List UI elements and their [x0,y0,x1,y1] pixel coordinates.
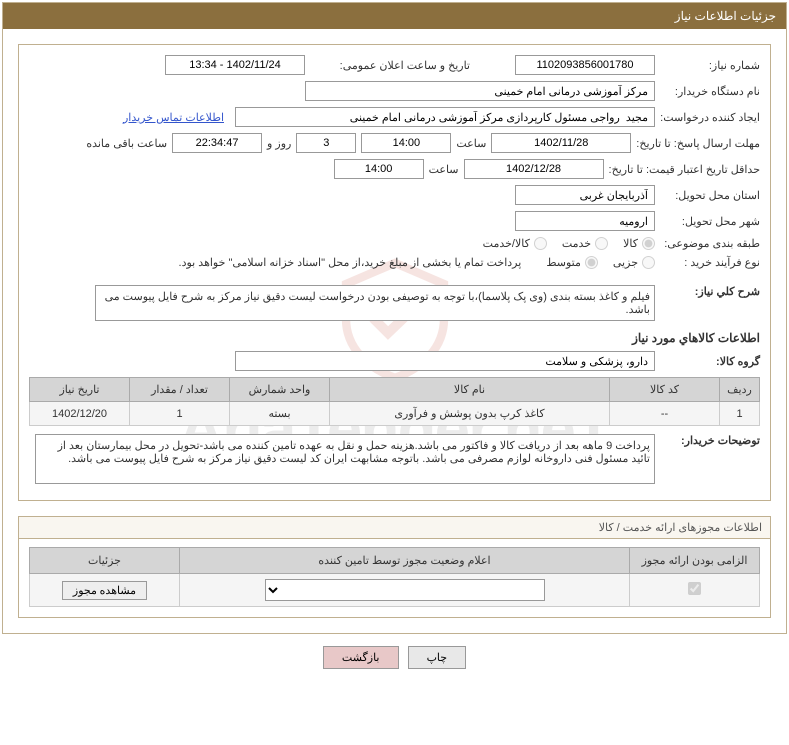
goods-cell: 1 [720,402,760,426]
goods-col-header: ردیف [720,378,760,402]
row-city: شهر محل تحویل: [29,211,760,231]
label-city: شهر محل تحویل: [660,215,760,228]
row-proc-type: نوع فرآیند خرید : جزیی متوسط پرداخت تمام … [29,256,760,269]
permit-col-header: الزامی بودن ارائه مجوز [630,548,760,574]
content-area: AriaTender.neT شماره نیاز: تاریخ و ساعت … [3,29,786,633]
textarea-desc[interactable]: فیلم و کاغذ بسته بندی (وی پک پلاسما)،با … [95,285,655,321]
permit-panel: اطلاعات مجوزهای ارائه خدمت / کالا الزامی… [18,516,771,618]
row-validity: حداقل تاریخ اعتبار قیمت: تا تاریخ: ساعت [29,159,760,179]
radio-option[interactable]: کالا [623,237,655,250]
main-frame: جزئیات اطلاعات نیاز AriaTender.neT شماره… [2,2,787,634]
radio-input[interactable] [642,256,655,269]
goods-col-header: تعداد / مقدار [130,378,230,402]
input-validity-date[interactable] [464,159,604,179]
header-title: جزئیات اطلاعات نیاز [675,9,776,23]
label-time2: ساعت [429,163,459,176]
label-buyer-dev: نام دستگاه خریدار: [660,85,760,98]
proc-radio-group: جزیی متوسط [546,256,655,269]
goods-col-header: نام کالا [330,378,610,402]
view-permit-button[interactable]: مشاهده مجوز [62,581,147,600]
label-requester: ایجاد کننده درخواست: [660,111,760,124]
goods-cell: 1402/12/20 [30,402,130,426]
print-button[interactable]: چاپ [408,646,467,669]
goods-cell: کاغذ کرپ بدون پوشش و فرآوری [330,402,610,426]
permit-status-select[interactable] [265,579,545,601]
permit-col-header: اعلام وضعیت مجوز توسط تامین کننده [180,548,630,574]
input-requester[interactable] [235,107,655,127]
label-category: طبقه بندی موضوعی: [660,237,760,250]
radio-label: متوسط [546,256,581,269]
radio-input[interactable] [585,256,598,269]
permit-row: مشاهده مجوز [30,574,760,607]
radio-label: کالا [623,237,638,250]
header-bar: جزئیات اطلاعات نیاز [3,3,786,29]
input-deadline-date[interactable] [491,133,631,153]
row-deadline: مهلت ارسال پاسخ: تا تاریخ: ساعت روز و سا… [29,133,760,153]
row-group: گروه کالا: [29,351,760,371]
radio-option[interactable]: کالا/خدمت [483,237,547,250]
row-buyer-dev: نام دستگاه خریدار: [29,81,760,101]
textarea-buyer-notes[interactable]: پرداخت 9 ماهه بعد از دریافت کالا و فاکتو… [35,434,655,484]
input-city[interactable] [515,211,655,231]
input-deadline-time[interactable] [361,133,451,153]
row-desc: شرح کلي نياز: فیلم و کاغذ بسته بندی (وی … [29,285,760,321]
category-radio-group: کالا خدمت کالا/خدمت [483,237,655,250]
goods-cell: -- [610,402,720,426]
goods-cell: 1 [130,402,230,426]
input-time-remain[interactable] [172,133,262,153]
radio-option[interactable]: جزیی [613,256,655,269]
link-buyer-contact[interactable]: اطلاعات تماس خریدار [123,111,224,124]
radio-input[interactable] [534,237,547,250]
label-time1: ساعت [456,137,486,150]
label-province: استان محل تحویل: [660,189,760,202]
goods-col-header: تاریخ نیاز [30,378,130,402]
input-validity-time[interactable] [334,159,424,179]
row-requester: ایجاد کننده درخواست: اطلاعات تماس خریدار [29,107,760,127]
label-days-word: روز و [267,137,291,150]
radio-label: کالا/خدمت [483,237,530,250]
input-announce[interactable] [165,55,305,75]
label-need-no: شماره نیاز: [660,59,760,72]
footer-buttons: چاپ بازگشت [0,636,789,679]
input-buyer-dev[interactable] [305,81,655,101]
label-validity: حداقل تاریخ اعتبار قیمت: تا تاریخ: [609,163,760,176]
input-days-remain[interactable] [296,133,356,153]
goods-cell: بسته [230,402,330,426]
goods-table: ردیفکد کالانام کالاواحد شمارشتعداد / مقد… [29,377,760,426]
input-need-no[interactable] [515,55,655,75]
label-remain-word: ساعت باقی مانده [86,137,167,150]
goods-col-header: کد کالا [610,378,720,402]
radio-label: جزیی [613,256,638,269]
radio-input[interactable] [595,237,608,250]
purchase-note: پرداخت تمام یا بخشی از مبلغ خرید،از محل … [179,256,522,269]
label-announce: تاریخ و ساعت اعلان عمومی: [310,59,470,72]
row-buyer-notes: توضیحات خریدار: پرداخت 9 ماهه بعد از دری… [29,434,760,484]
permit-col-header: جزئیات [30,548,180,574]
row-province: استان محل تحویل: [29,185,760,205]
row-need-number: شماره نیاز: تاریخ و ساعت اعلان عمومی: [29,55,760,75]
permit-table: الزامی بودن ارائه مجوزاعلام وضعیت مجوز ت… [29,547,760,607]
label-group: گروه کالا: [660,355,760,368]
label-buyer-notes: توضیحات خریدار: [660,434,760,447]
label-proc-type: نوع فرآیند خرید : [660,256,760,269]
row-category: طبقه بندی موضوعی: کالا خدمت کالا/خدمت [29,237,760,250]
input-province[interactable] [515,185,655,205]
permit-required-checkbox[interactable] [688,582,701,595]
input-group[interactable] [235,351,655,371]
goods-info-title: اطلاعات کالاهاي مورد نياز [29,331,760,345]
goods-col-header: واحد شمارش [230,378,330,402]
label-desc: شرح کلي نياز: [660,285,760,298]
radio-option[interactable]: خدمت [562,237,608,250]
permit-title: اطلاعات مجوزهای ارائه خدمت / کالا [18,516,771,539]
radio-input[interactable] [642,237,655,250]
label-deadline: مهلت ارسال پاسخ: تا تاریخ: [636,137,760,150]
goods-row: 1--کاغذ کرپ بدون پوشش و فرآوریبسته11402/… [30,402,760,426]
details-panel: شماره نیاز: تاریخ و ساعت اعلان عمومی: نا… [18,44,771,501]
back-button[interactable]: بازگشت [323,646,399,669]
radio-label: خدمت [562,237,591,250]
radio-option[interactable]: متوسط [546,256,598,269]
